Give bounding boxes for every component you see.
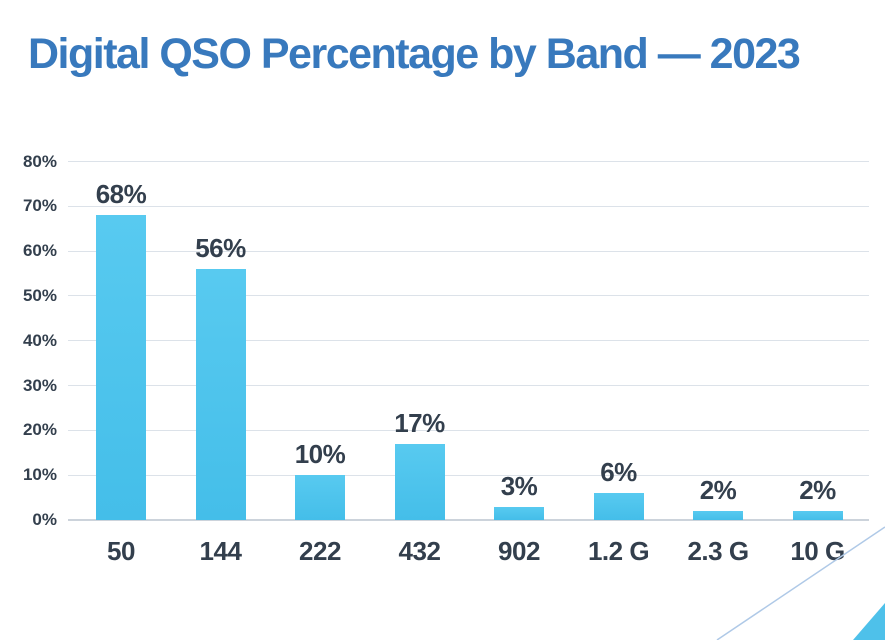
x-axis-tick-label: 144 xyxy=(199,536,242,566)
y-axis-tick-label: 20% xyxy=(22,420,57,440)
bar-value-label: 3% xyxy=(500,470,538,501)
bar-432 xyxy=(394,443,445,520)
gridline xyxy=(68,429,869,431)
y-axis-tick-label: 50% xyxy=(22,285,57,305)
y-axis-tick-label: 10% xyxy=(22,465,57,485)
gridline xyxy=(68,250,869,252)
y-axis-tick-label: 60% xyxy=(22,241,57,261)
gridline xyxy=(68,205,869,207)
bar-value-label: 2% xyxy=(799,475,836,506)
y-axis-tick-label: 40% xyxy=(22,330,57,350)
bar-value-label: 2% xyxy=(699,475,737,506)
bar-2.3 G xyxy=(693,511,743,520)
bar-144 xyxy=(195,269,246,520)
bar-50 xyxy=(96,215,146,520)
y-axis-tick-label: 80% xyxy=(22,151,57,171)
y-axis-tick-label: 30% xyxy=(22,375,57,395)
bar-value-label: 10% xyxy=(294,439,346,470)
gridline xyxy=(68,161,869,162)
bar-10 G xyxy=(792,511,843,520)
bar-902 xyxy=(494,506,544,520)
x-axis-tick-label: 10 G xyxy=(790,536,845,566)
x-axis-tick-label: 902 xyxy=(498,536,540,566)
bar-value-label: 68% xyxy=(95,179,147,210)
gridline xyxy=(68,474,869,476)
gridline xyxy=(68,295,869,297)
bar-value-label: 17% xyxy=(394,407,445,438)
x-axis-line xyxy=(68,519,869,521)
bar-value-label: 6% xyxy=(600,457,637,488)
x-axis-tick-label: 1.2 G xyxy=(587,536,650,566)
y-axis-tick-label: 70% xyxy=(22,196,57,216)
bar-222 xyxy=(295,475,345,520)
gridline xyxy=(68,385,869,387)
x-axis-tick-label: 50 xyxy=(107,536,135,566)
chart-title: Digital QSO Percentage by Band — 2023 xyxy=(28,30,801,78)
bar-value-label: 56% xyxy=(195,233,246,264)
y-axis-tick-label: 0% xyxy=(32,510,57,529)
gridline xyxy=(68,340,869,342)
x-axis-tick-label: 2.3 G xyxy=(687,536,749,566)
x-axis-tick-label: 432 xyxy=(398,536,441,566)
x-axis-tick-label: 222 xyxy=(299,536,341,566)
bar-1.2 G xyxy=(593,493,644,520)
